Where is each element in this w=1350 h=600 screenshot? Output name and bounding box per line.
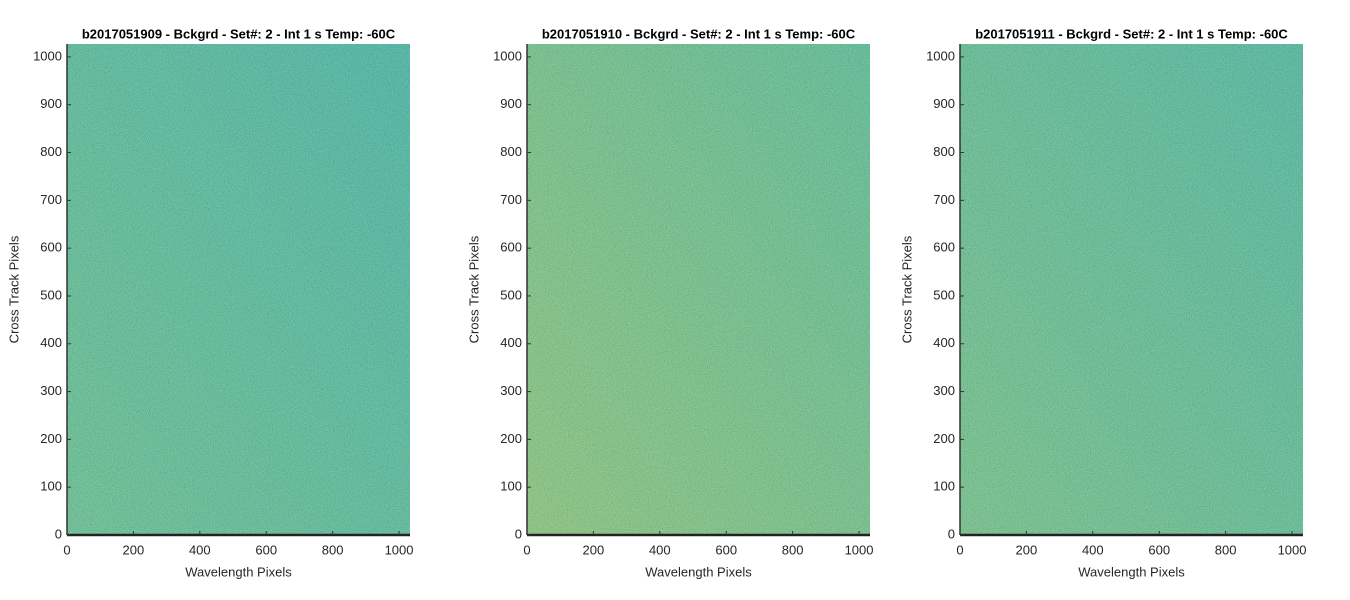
x-tick-label: 1000 bbox=[845, 542, 874, 557]
y-tick-label: 500 bbox=[933, 287, 955, 302]
x-tick-label: 800 bbox=[322, 542, 344, 557]
y-tick-label: 200 bbox=[500, 431, 522, 446]
x-tick-label: 200 bbox=[123, 542, 145, 557]
y-tick-label: 800 bbox=[933, 144, 955, 159]
x-tick-label: 600 bbox=[715, 542, 737, 557]
x-tick-label: 800 bbox=[1215, 542, 1237, 557]
heatmap-noise bbox=[67, 44, 410, 535]
x-tick-label: 200 bbox=[1016, 542, 1038, 557]
x-tick-label: 400 bbox=[1082, 542, 1104, 557]
y-tick-label: 500 bbox=[40, 287, 62, 302]
y-tick-label: 0 bbox=[55, 526, 62, 541]
y-tick-label: 1000 bbox=[493, 48, 522, 63]
y-tick-label: 900 bbox=[40, 96, 62, 111]
x-tick-label: 600 bbox=[255, 542, 277, 557]
y-tick-label: 400 bbox=[500, 335, 522, 350]
y-axis-label: Cross Track Pixels bbox=[899, 235, 914, 343]
y-tick-label: 900 bbox=[933, 96, 955, 111]
y-tick-label: 100 bbox=[40, 479, 62, 494]
x-axis-label: Wavelength Pixels bbox=[645, 564, 752, 579]
heatmap-noise bbox=[960, 44, 1303, 535]
y-tick-label: 700 bbox=[40, 192, 62, 207]
y-tick-label: 400 bbox=[40, 335, 62, 350]
x-tick-label: 0 bbox=[956, 542, 963, 557]
y-axis-label: Cross Track Pixels bbox=[466, 235, 481, 343]
x-tick-label: 0 bbox=[523, 542, 530, 557]
x-tick-label: 600 bbox=[1148, 542, 1170, 557]
y-tick-label: 700 bbox=[500, 192, 522, 207]
x-tick-label: 400 bbox=[649, 542, 671, 557]
y-tick-label: 1000 bbox=[926, 48, 955, 63]
y-tick-label: 100 bbox=[500, 479, 522, 494]
y-tick-label: 600 bbox=[500, 240, 522, 255]
x-axis-label: Wavelength Pixels bbox=[1078, 564, 1185, 579]
y-tick-label: 100 bbox=[933, 479, 955, 494]
y-tick-label: 300 bbox=[500, 383, 522, 398]
y-tick-label: 800 bbox=[40, 144, 62, 159]
y-tick-label: 300 bbox=[933, 383, 955, 398]
y-tick-label: 400 bbox=[933, 335, 955, 350]
y-tick-label: 0 bbox=[515, 526, 522, 541]
heatmap-noise bbox=[527, 44, 870, 535]
y-tick-label: 600 bbox=[40, 240, 62, 255]
x-tick-label: 200 bbox=[583, 542, 605, 557]
x-tick-label: 400 bbox=[189, 542, 211, 557]
chart-title: b2017051909 - Bckgrd - Set#: 2 - Int 1 s… bbox=[82, 26, 396, 41]
y-tick-label: 200 bbox=[40, 431, 62, 446]
y-axis-label: Cross Track Pixels bbox=[6, 235, 21, 343]
chart-title: b2017051910 - Bckgrd - Set#: 2 - Int 1 s… bbox=[542, 26, 856, 41]
y-tick-label: 200 bbox=[933, 431, 955, 446]
y-tick-label: 500 bbox=[500, 287, 522, 302]
y-tick-label: 700 bbox=[933, 192, 955, 207]
y-tick-label: 600 bbox=[933, 240, 955, 255]
y-tick-label: 300 bbox=[40, 383, 62, 398]
x-tick-label: 1000 bbox=[385, 542, 414, 557]
y-tick-label: 1000 bbox=[33, 48, 62, 63]
x-tick-label: 0 bbox=[63, 542, 70, 557]
y-tick-label: 0 bbox=[948, 526, 955, 541]
chart-title: b2017051911 - Bckgrd - Set#: 2 - Int 1 s… bbox=[975, 26, 1288, 41]
y-tick-label: 900 bbox=[500, 96, 522, 111]
x-tick-label: 1000 bbox=[1278, 542, 1307, 557]
x-tick-label: 800 bbox=[782, 542, 804, 557]
x-axis-label: Wavelength Pixels bbox=[185, 564, 292, 579]
y-tick-label: 800 bbox=[500, 144, 522, 159]
